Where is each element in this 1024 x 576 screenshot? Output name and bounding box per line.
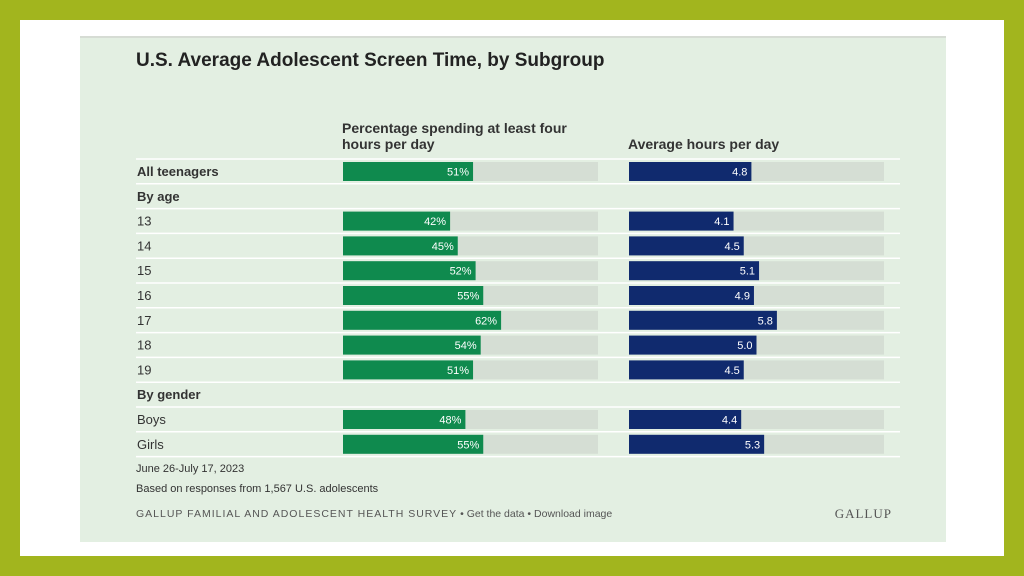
row-label-19: 19 — [137, 362, 151, 377]
value-label-pct-boys: 48% — [439, 415, 461, 427]
bar-pct-13 — [343, 211, 451, 231]
bar-hours-18 — [629, 335, 757, 355]
value-label-pct-15: 52% — [450, 266, 472, 278]
value-label-hours-14: 4.5 — [724, 241, 739, 253]
footer: GALLUP FAMILIAL AND ADOLESCENT HEALTH SU… — [136, 508, 612, 520]
row-label-by-age: By age — [137, 189, 180, 204]
value-label-pct-all-teenagers: 51% — [447, 167, 469, 179]
value-label-pct-19: 51% — [447, 365, 469, 377]
bar-pct-girls — [343, 434, 484, 454]
sample-note: Based on responses from 1,567 U.S. adole… — [136, 483, 379, 495]
bar-hours-boys — [629, 410, 742, 429]
bar-pct-14 — [343, 236, 458, 256]
get-data-link[interactable]: Get the data — [466, 508, 525, 520]
column-header-hours: Average hours per day — [628, 136, 780, 152]
bar-hours-16 — [629, 286, 754, 305]
value-label-hours-18: 5.0 — [737, 340, 752, 352]
value-label-pct-13: 42% — [424, 216, 446, 228]
value-label-pct-16: 55% — [457, 291, 479, 303]
bar-pct-15 — [343, 261, 476, 281]
bar-pct-17 — [343, 310, 502, 330]
row-label-all-teenagers: All teenagers — [137, 164, 219, 179]
row-label-by-gender: By gender — [137, 387, 201, 402]
value-label-pct-18: 54% — [455, 340, 477, 352]
bar-hours-19 — [629, 360, 744, 380]
row-label-13: 13 — [137, 214, 151, 229]
bar-hours-13 — [629, 211, 734, 231]
bar-pct-19 — [343, 360, 474, 380]
value-label-hours-13: 4.1 — [714, 216, 729, 228]
gallup-logo: GALLUP — [834, 506, 892, 521]
value-label-pct-17: 62% — [475, 315, 497, 327]
survey-name: GALLUP FAMILIAL AND ADOLESCENT HEALTH SU… — [136, 508, 458, 520]
bar-pct-all-teenagers — [343, 162, 474, 181]
value-label-hours-all-teenagers: 4.8 — [732, 167, 747, 179]
footer-separator-2: • — [524, 508, 535, 520]
bar-hours-15 — [629, 261, 760, 281]
row-label-15: 15 — [137, 263, 151, 278]
bar-pct-18 — [343, 335, 481, 355]
column-header-percentage-line1: Percentage spending at least four — [342, 120, 567, 136]
chart-card: U.S. Average Adolescent Screen Time, by … — [80, 36, 946, 542]
row-label-14: 14 — [137, 238, 151, 253]
column-header-percentage: Percentage spending at least four hours … — [342, 120, 567, 152]
row-label-18: 18 — [137, 338, 151, 353]
footer-separator-1: • — [457, 508, 467, 520]
value-label-pct-girls: 55% — [457, 439, 479, 451]
value-label-hours-16: 4.9 — [735, 291, 750, 303]
value-label-hours-boys: 4.4 — [722, 415, 737, 427]
value-label-hours-17: 5.8 — [758, 315, 773, 327]
bar-hours-girls — [629, 434, 765, 454]
date-note: June 26-July 17, 2023 — [136, 463, 245, 475]
chart-title: U.S. Average Adolescent Screen Time, by … — [136, 50, 605, 71]
bar-hours-14 — [629, 236, 744, 256]
row-label-17: 17 — [137, 313, 151, 328]
row-label-girls: Girls — [137, 437, 164, 452]
download-image-link[interactable]: Download image — [534, 508, 613, 520]
value-label-pct-14: 45% — [432, 241, 454, 253]
bar-hours-all-teenagers — [629, 162, 752, 181]
column-header-percentage-line2: hours per day — [342, 136, 435, 152]
bar-pct-16 — [343, 286, 484, 305]
value-label-hours-15: 5.1 — [740, 266, 755, 278]
bar-pct-boys — [343, 410, 466, 429]
value-label-hours-girls: 5.3 — [745, 439, 760, 451]
row-label-16: 16 — [137, 288, 151, 303]
value-label-hours-19: 4.5 — [724, 365, 739, 377]
row-label-boys: Boys — [137, 412, 166, 427]
bar-chart: All teenagers 51% 4.8 By age 13 42% 4.1 14 45% 4.… — [136, 158, 900, 458]
bar-hours-17 — [629, 310, 777, 330]
